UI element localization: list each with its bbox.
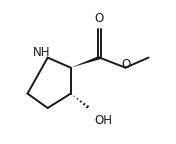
Polygon shape [71,56,100,68]
Text: OH: OH [95,114,112,127]
Text: NH: NH [32,46,50,59]
Text: O: O [122,58,131,71]
Text: O: O [94,12,103,25]
